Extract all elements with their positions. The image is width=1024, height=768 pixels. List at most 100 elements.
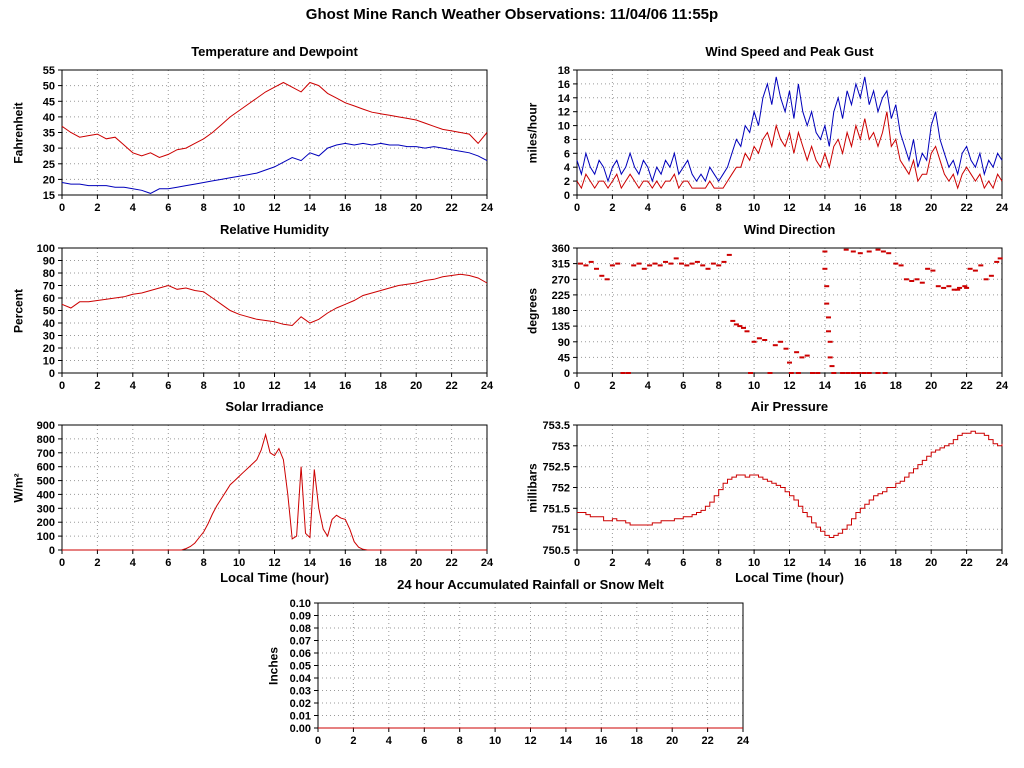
- svg-text:14: 14: [819, 202, 832, 214]
- svg-text:800: 800: [37, 434, 55, 446]
- svg-text:100: 100: [37, 531, 55, 543]
- svg-text:18: 18: [558, 65, 570, 77]
- svg-text:0.07: 0.07: [290, 636, 311, 648]
- svg-text:0: 0: [49, 545, 55, 557]
- svg-text:16: 16: [339, 380, 351, 392]
- svg-text:2: 2: [609, 202, 615, 214]
- svg-text:4: 4: [564, 162, 571, 174]
- svg-text:10: 10: [43, 356, 55, 368]
- svg-text:0: 0: [564, 190, 570, 202]
- svg-text:100: 100: [37, 243, 55, 255]
- svg-text:14: 14: [304, 557, 317, 569]
- svg-text:0: 0: [59, 557, 65, 569]
- svg-text:18: 18: [375, 380, 387, 392]
- svg-text:12: 12: [558, 107, 570, 119]
- svg-text:90: 90: [43, 256, 55, 268]
- svg-text:0.05: 0.05: [290, 661, 311, 673]
- svg-text:270: 270: [552, 274, 570, 286]
- svg-text:8: 8: [201, 557, 207, 569]
- svg-text:22: 22: [445, 380, 457, 392]
- svg-text:0: 0: [315, 735, 321, 747]
- ylabel-miles-per-hour: miles/hour: [525, 102, 539, 163]
- svg-text:0: 0: [574, 557, 580, 569]
- svg-text:752: 752: [552, 483, 570, 495]
- svg-text:14: 14: [819, 380, 832, 392]
- svg-text:315: 315: [552, 259, 570, 271]
- svg-text:70: 70: [43, 281, 55, 293]
- svg-text:4: 4: [645, 380, 652, 392]
- svg-text:12: 12: [783, 557, 795, 569]
- svg-text:0: 0: [564, 368, 570, 380]
- svg-text:6: 6: [680, 380, 686, 392]
- chart-title-temperature-dewpoint: Temperature and Dewpoint: [191, 44, 358, 59]
- svg-text:55: 55: [43, 65, 55, 77]
- svg-text:0: 0: [574, 202, 580, 214]
- svg-text:24: 24: [481, 557, 494, 569]
- svg-text:90: 90: [558, 337, 570, 349]
- ylabel-percent: Percent: [11, 288, 25, 333]
- svg-text:10: 10: [233, 202, 245, 214]
- svg-text:0: 0: [574, 380, 580, 392]
- svg-text:18: 18: [631, 735, 643, 747]
- svg-text:45: 45: [558, 352, 570, 364]
- svg-text:4: 4: [130, 557, 137, 569]
- svg-text:12: 12: [783, 202, 795, 214]
- svg-text:4: 4: [645, 557, 652, 569]
- svg-text:12: 12: [268, 380, 280, 392]
- svg-text:20: 20: [43, 343, 55, 355]
- svg-text:24: 24: [996, 380, 1009, 392]
- svg-text:25: 25: [43, 159, 55, 171]
- svg-text:500: 500: [37, 476, 55, 488]
- svg-text:12: 12: [524, 735, 536, 747]
- svg-text:2: 2: [350, 735, 356, 747]
- svg-text:22: 22: [701, 735, 713, 747]
- svg-text:10: 10: [233, 557, 245, 569]
- chart-title-wind-speed-gust: Wind Speed and Peak Gust: [705, 44, 874, 59]
- svg-text:50: 50: [43, 306, 55, 318]
- svg-text:30: 30: [43, 143, 55, 155]
- svg-text:60: 60: [43, 293, 55, 305]
- svg-text:6: 6: [165, 202, 171, 214]
- svg-text:0.10: 0.10: [290, 598, 311, 610]
- svg-text:16: 16: [854, 557, 866, 569]
- svg-text:753.5: 753.5: [542, 420, 570, 432]
- svg-text:750.5: 750.5: [542, 545, 570, 557]
- svg-text:225: 225: [552, 290, 570, 302]
- svg-text:8: 8: [716, 557, 722, 569]
- svg-text:400: 400: [37, 489, 55, 501]
- svg-text:0.03: 0.03: [290, 686, 311, 698]
- svg-text:300: 300: [37, 503, 55, 515]
- svg-text:700: 700: [37, 448, 55, 460]
- svg-text:18: 18: [375, 557, 387, 569]
- svg-text:10: 10: [233, 380, 245, 392]
- svg-text:751.5: 751.5: [542, 503, 570, 515]
- svg-text:6: 6: [165, 380, 171, 392]
- svg-text:751: 751: [552, 524, 570, 536]
- svg-text:10: 10: [558, 121, 570, 133]
- svg-text:14: 14: [558, 93, 571, 105]
- svg-text:16: 16: [339, 557, 351, 569]
- svg-text:8: 8: [716, 380, 722, 392]
- svg-text:2: 2: [94, 380, 100, 392]
- svg-text:900: 900: [37, 420, 55, 432]
- svg-text:6: 6: [564, 148, 570, 160]
- svg-text:2: 2: [609, 557, 615, 569]
- svg-text:600: 600: [37, 462, 55, 474]
- svg-text:200: 200: [37, 517, 55, 529]
- chart-title-wind-direction: Wind Direction: [743, 222, 836, 237]
- svg-text:753: 753: [552, 441, 570, 453]
- svg-text:20: 20: [410, 202, 422, 214]
- svg-text:2: 2: [94, 557, 100, 569]
- svg-text:24: 24: [996, 202, 1009, 214]
- svg-text:0.06: 0.06: [290, 648, 311, 660]
- svg-text:10: 10: [748, 557, 760, 569]
- svg-text:22: 22: [960, 202, 972, 214]
- svg-text:135: 135: [552, 321, 570, 333]
- xlabel-local-time-right: Local Time (hour): [735, 570, 844, 585]
- ylabel-fahrenheit: Fahrenheit: [11, 101, 25, 164]
- chart-title-solar-irradiance: Solar Irradiance: [225, 399, 324, 414]
- svg-text:0.00: 0.00: [290, 723, 311, 735]
- svg-text:24: 24: [481, 380, 494, 392]
- svg-text:2: 2: [609, 380, 615, 392]
